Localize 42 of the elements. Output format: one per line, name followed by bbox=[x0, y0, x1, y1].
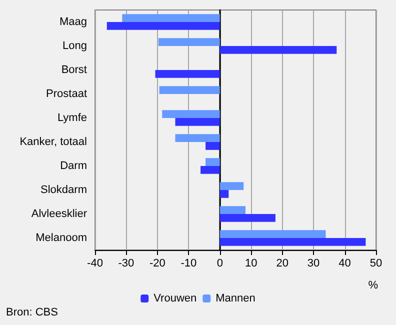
x-tick-label: -10 bbox=[180, 258, 197, 270]
bar bbox=[175, 118, 220, 126]
x-tick-label: 50 bbox=[370, 258, 382, 270]
y-tick-label: Alvleesklier bbox=[31, 208, 88, 220]
bar bbox=[122, 14, 220, 22]
legend-label: Vrouwen bbox=[154, 292, 197, 304]
x-tick-label: -20 bbox=[149, 258, 166, 270]
x-tick-label: 20 bbox=[276, 258, 288, 270]
bar bbox=[220, 46, 337, 54]
bar bbox=[220, 206, 246, 214]
bar bbox=[220, 182, 244, 190]
bar bbox=[162, 110, 220, 118]
y-tick-label: Slokdarm bbox=[40, 184, 87, 196]
bar bbox=[220, 214, 276, 222]
bar bbox=[106, 22, 220, 30]
bar bbox=[220, 190, 229, 198]
x-tick-label: 10 bbox=[244, 258, 258, 270]
x-tick-label: 0 bbox=[216, 258, 223, 270]
bar bbox=[206, 142, 220, 150]
y-tick-label: Kanker, totaal bbox=[20, 136, 87, 148]
bar bbox=[158, 38, 220, 46]
bar bbox=[220, 230, 326, 238]
y-tick-label: Melanoom bbox=[36, 232, 87, 244]
text: Bron: CBS bbox=[6, 306, 58, 318]
y-tick-label: Long bbox=[62, 40, 87, 52]
y-tick-label: Borst bbox=[61, 64, 87, 76]
bar bbox=[200, 166, 220, 174]
bar bbox=[175, 134, 220, 142]
x-tick-label: 30 bbox=[307, 258, 320, 270]
x-axis-title: % bbox=[368, 280, 378, 292]
bar bbox=[155, 70, 220, 78]
bar bbox=[220, 238, 366, 246]
x-tick-label: -30 bbox=[118, 258, 134, 270]
y-tick-label: Maag bbox=[59, 16, 87, 28]
y-tick-label: Prostaat bbox=[46, 88, 87, 100]
legend-label: Mannen bbox=[216, 292, 256, 304]
y-tick-label: Darm bbox=[60, 160, 87, 172]
bar bbox=[159, 86, 220, 94]
x-tick-label: -40 bbox=[87, 258, 103, 270]
x-tick-label: 40 bbox=[338, 258, 351, 270]
bar bbox=[206, 158, 220, 166]
y-tick-label: Lymfe bbox=[57, 112, 87, 124]
